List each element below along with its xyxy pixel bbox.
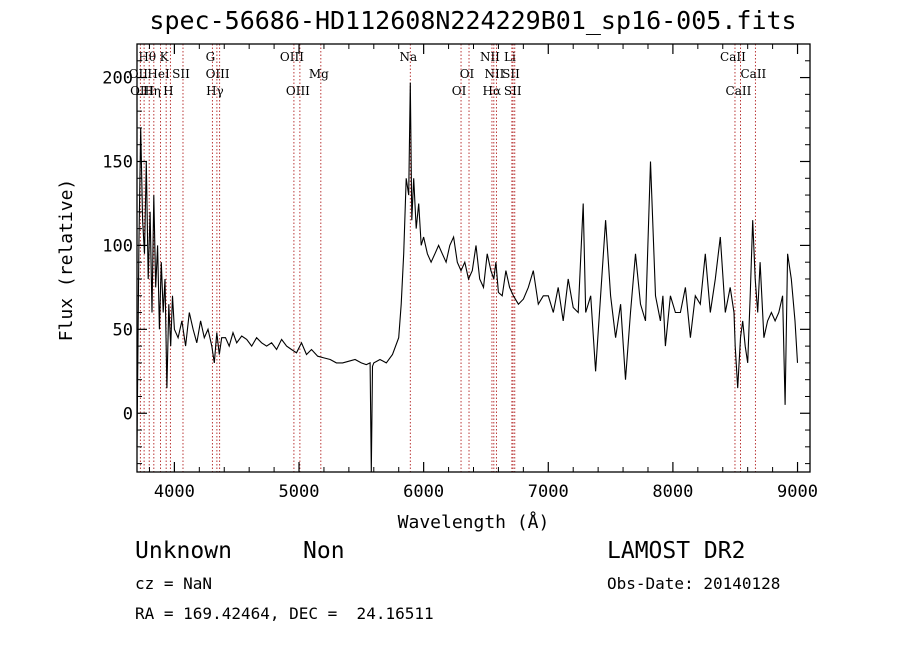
spectral-line-label: SII	[502, 67, 520, 81]
object-subclass: Non	[303, 538, 345, 564]
y-tick-label: 150	[102, 152, 133, 172]
x-tick-label: 4000	[154, 482, 195, 502]
y-axis-label: Flux (relative)	[56, 179, 77, 342]
spectral-line-label: Mg	[309, 67, 329, 81]
x-tick-label: 7000	[528, 482, 569, 502]
chart-title: spec-56686-HD112608N224229B01_sp16-005.f…	[149, 6, 797, 35]
spectral-line-label: OIII	[280, 50, 304, 64]
spectral-line-label: NII	[484, 67, 504, 81]
spectral-line-label: SII	[504, 84, 522, 98]
coordinates-text: RA = 169.42464, DEC = 24.16511	[135, 604, 434, 623]
x-tick-label: 9000	[777, 482, 818, 502]
spectral-line-label: OI	[460, 67, 475, 81]
y-tick-label: 100	[102, 236, 133, 256]
spectrum-series-line	[136, 82, 799, 473]
spectral-line-label: K	[160, 50, 170, 64]
x-tick-label: 6000	[403, 482, 444, 502]
spectral-line-label: OIII	[130, 84, 154, 98]
survey-name: LAMOST DR2	[607, 538, 746, 564]
spectral-line-label: Na	[399, 50, 417, 64]
axis-ticks: 4000 5000 6000 7000 8000 9000 0 50 100 150 200	[102, 43, 818, 502]
spectral-line-label: Hα	[483, 84, 502, 98]
spectral-line-label: SII	[172, 67, 190, 81]
x-axis-label: Wavelength (Å)	[398, 511, 550, 533]
object-class: Unknown	[135, 538, 232, 564]
plot-frame	[136, 43, 811, 473]
x-tick-label: 8000	[652, 482, 693, 502]
y-tick-label: 50	[113, 320, 133, 340]
spectral-line-label: HeI	[147, 67, 170, 81]
y-tick-label: 0	[123, 404, 133, 424]
spectral-line-label: Hθ	[138, 50, 156, 64]
spectral-line-label: Hγ	[206, 84, 224, 98]
spectral-line-label: CaII	[726, 84, 752, 98]
spectral-line-label: CaII	[720, 50, 746, 64]
spectral-line-label: Hη	[143, 84, 161, 98]
spectral-line-markers: HθOIIOIIIHηKHeIHSIIGOIIIHγOIIIOIIIMgNaOI…	[129, 44, 767, 472]
y-tick-label: 200	[102, 69, 133, 89]
x-tick-label: 5000	[279, 482, 320, 502]
spectral-line-label: Li	[504, 50, 516, 64]
redshift-text: cz = NaN	[135, 574, 213, 593]
spectral-line-label: NII	[480, 50, 500, 64]
spectral-line-label: OIII	[206, 67, 230, 81]
spectral-line-label: OI	[452, 84, 467, 98]
observation-date: Obs-Date: 20140128	[607, 574, 781, 593]
spectral-line-label: H	[163, 84, 173, 98]
spectral-line-label: CaII	[740, 67, 766, 81]
spectral-line-label: OIII	[286, 84, 310, 98]
spectral-line-label: G	[206, 50, 216, 64]
